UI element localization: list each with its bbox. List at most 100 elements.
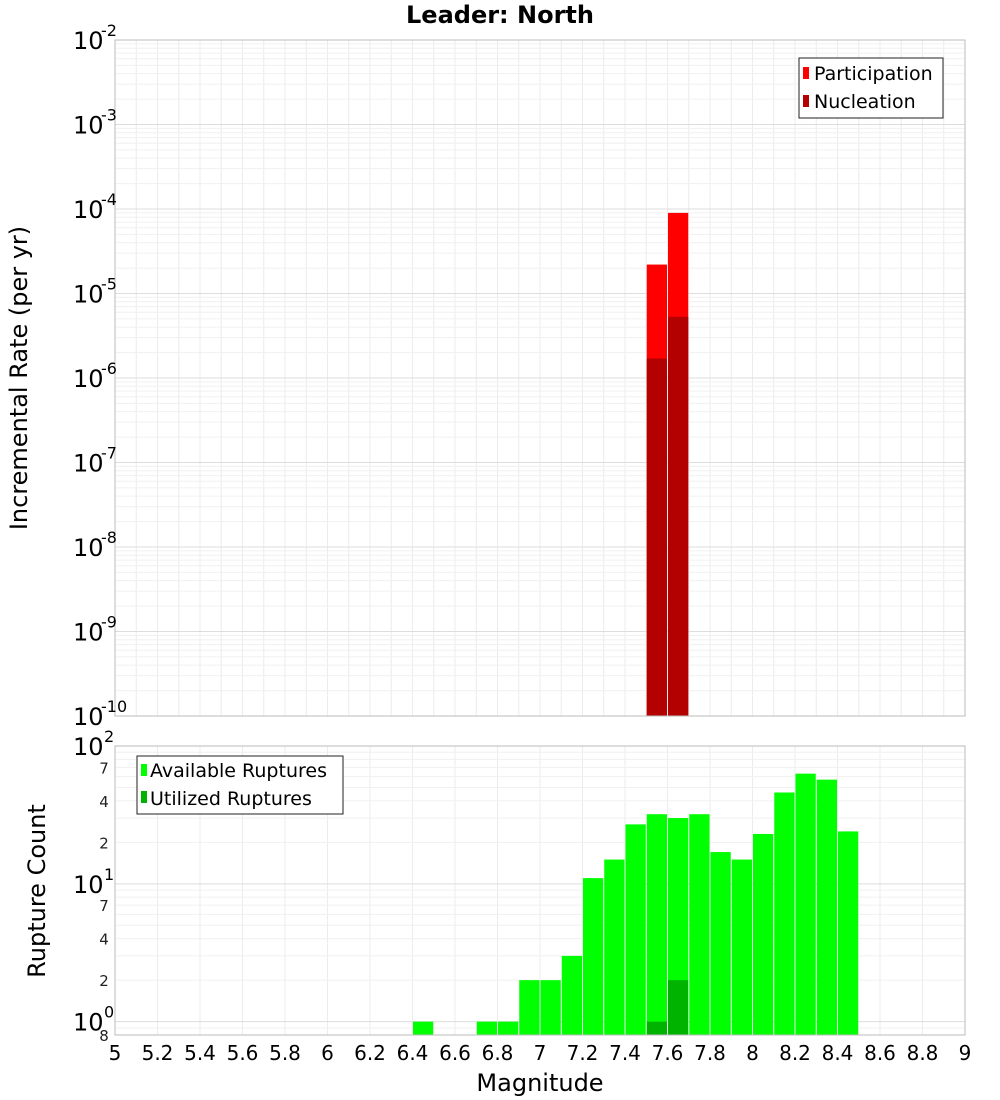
x-tick-labels: 5 5.2 5.4 5.6 5.8 6 6.2 6.4 6.6 6.8 7 7.2 7.4 7.6 7.8 8… [109, 1041, 972, 1065]
top-y-tick-base: 10 [73, 703, 104, 731]
available-ruptures-bar [646, 814, 667, 1035]
x-tick-label: 8.6 [864, 1041, 896, 1065]
available-ruptures-bar [498, 1021, 519, 1035]
x-tick-label: 6.4 [397, 1041, 429, 1065]
bottom-y-tick-base: 10 [73, 733, 104, 761]
available-ruptures-bar [816, 779, 837, 1035]
top-y-tick-exponent: -5 [101, 275, 117, 294]
top-y-tick-exponent: -10 [101, 697, 127, 716]
bottom-y-minor-tick-label: 7 [99, 759, 109, 777]
legend-nucleation-label: Nucleation [814, 91, 916, 113]
x-tick-label: 5.6 [227, 1041, 259, 1065]
bottom-y-tick-exponent: 1 [104, 865, 114, 884]
x-tick-label: 7.4 [609, 1041, 641, 1065]
available-ruptures-bar [519, 980, 540, 1035]
bottom-y-tick-exponent: 2 [104, 727, 114, 746]
bottom-y-axis-label: Rupture Count [23, 804, 51, 978]
top-bars [646, 212, 689, 716]
legend-utilized-label: Utilized Ruptures [150, 788, 312, 810]
top-gridlines [114, 40, 966, 717]
x-tick-label: 7.2 [567, 1041, 599, 1065]
legend-nucleation-swatch [803, 95, 809, 107]
bottom-y-minor-tick-label: 4 [99, 793, 109, 811]
x-tick-label: 8.4 [822, 1041, 854, 1065]
top-y-tick-exponent: -9 [101, 613, 117, 632]
bottom-legend: Available Ruptures Utilized Ruptures [136, 755, 344, 815]
top-y-tick-base: 10 [73, 196, 104, 224]
available-ruptures-bar [625, 824, 646, 1035]
bottom-y-minor-tick-label: 8 [99, 1027, 109, 1045]
x-tick-label: 8 [746, 1041, 759, 1065]
top-y-tick-base: 10 [73, 112, 104, 140]
x-tick-label: 5.2 [142, 1041, 174, 1065]
x-tick-label: 9 [959, 1041, 972, 1065]
x-tick-label: 5.8 [269, 1041, 301, 1065]
available-ruptures-bar [413, 1021, 434, 1035]
top-y-tick-base: 10 [73, 450, 104, 478]
x-tick-label: 5.4 [184, 1041, 216, 1065]
top-y-tick-base: 10 [73, 365, 104, 393]
bottom-y-minor-tick-label: 2 [99, 834, 109, 852]
x-tick-label: 8.2 [779, 1041, 811, 1065]
x-tick-label: 7.8 [694, 1041, 726, 1065]
bottom-plot-frame [114, 745, 966, 1036]
available-ruptures-bar [583, 878, 604, 1035]
bottom-y-tick-exponent: 0 [104, 1003, 114, 1022]
available-ruptures-bar [689, 814, 710, 1035]
top-y-tick-base: 10 [73, 27, 104, 55]
top-y-tick-exponent: -2 [101, 21, 117, 40]
legend-participation-swatch [803, 67, 809, 79]
available-ruptures-bar [731, 859, 752, 1035]
top-plot-frame [114, 39, 966, 717]
legend-utilized-swatch [141, 791, 147, 803]
available-ruptures-bar [561, 955, 582, 1035]
nucleation-bar [646, 358, 667, 716]
x-tick-label: 6.8 [482, 1041, 514, 1065]
bottom-y-minor-tick-label: 2 [99, 972, 109, 990]
top-y-tick-exponent: -6 [101, 359, 117, 378]
legend-participation-label: Participation [814, 63, 933, 85]
top-y-axis-label: Incremental Rate (per yr) [5, 226, 33, 530]
available-ruptures-bar [604, 859, 625, 1035]
top-y-tick-exponent: -3 [101, 106, 117, 125]
x-axis-label: Magnitude [476, 1069, 603, 1097]
top-legend: Participation Nucleation [798, 57, 944, 119]
x-tick-label: 7.6 [652, 1041, 684, 1065]
utilized-ruptures-bar [646, 1021, 667, 1035]
utilized-ruptures-bar [668, 980, 689, 1035]
available-ruptures-bar [838, 831, 859, 1035]
top-y-tick-exponent: -4 [101, 190, 117, 209]
top-y-tick-base: 10 [73, 619, 104, 647]
top-y-tick-exponent: -8 [101, 528, 117, 547]
available-ruptures-bar [476, 1021, 497, 1035]
available-ruptures-bar [795, 773, 816, 1035]
x-tick-label: 6 [321, 1041, 334, 1065]
bottom-y-tick-base: 10 [73, 1009, 104, 1037]
nucleation-bar [668, 316, 689, 716]
bottom-legend-box [136, 755, 344, 815]
bottom-bars [413, 773, 859, 1035]
x-tick-label: 5 [109, 1041, 122, 1065]
x-tick-label: 6.6 [439, 1041, 471, 1065]
bottom-y-tick-base: 10 [73, 871, 104, 899]
legend-available-label: Available Ruptures [150, 760, 327, 782]
legend-available-swatch [141, 764, 147, 776]
x-tick-label: 6.2 [354, 1041, 386, 1065]
available-ruptures-bar [774, 792, 795, 1035]
top-legend-box [798, 57, 944, 119]
x-tick-label: 7 [534, 1041, 547, 1065]
available-ruptures-bar [710, 852, 731, 1035]
available-ruptures-bar [540, 980, 561, 1035]
top-y-tick-exponent: -7 [101, 444, 117, 463]
top-y-tick-base: 10 [73, 281, 104, 309]
bottom-y-minor-tick-label: 4 [99, 931, 109, 949]
available-ruptures-bar [753, 833, 774, 1035]
chart-title: Leader: North [406, 1, 594, 29]
x-tick-label: 8.8 [907, 1041, 939, 1065]
bottom-y-minor-tick-label: 7 [99, 897, 109, 915]
